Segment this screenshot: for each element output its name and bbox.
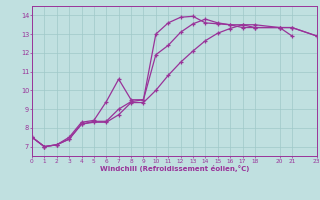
X-axis label: Windchill (Refroidissement éolien,°C): Windchill (Refroidissement éolien,°C) — [100, 165, 249, 172]
